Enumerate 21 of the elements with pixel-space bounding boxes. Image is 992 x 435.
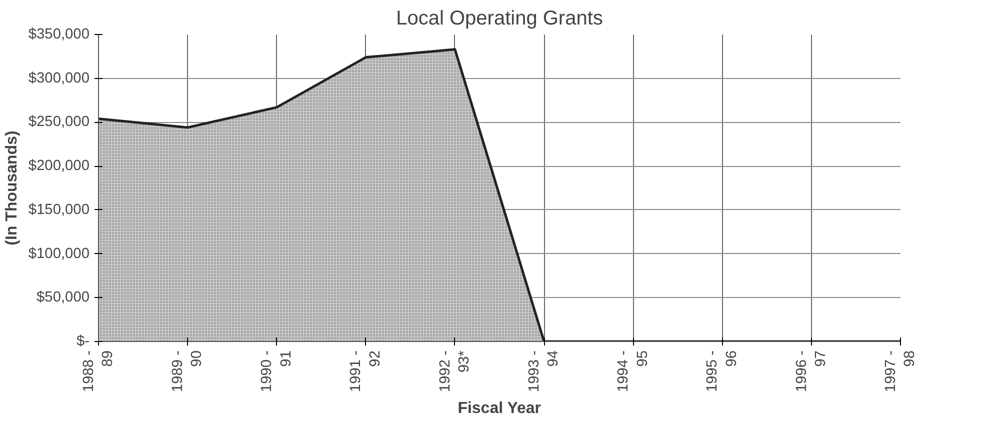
chart-title: Local Operating Grants <box>396 8 603 30</box>
x-tick-label: 1994 - 95 <box>616 350 651 392</box>
y-tick-label: $250,000 <box>28 114 90 130</box>
y-axis-title: (In Thousands) <box>3 130 20 246</box>
x-tick-label: 1996 - 97 <box>794 350 829 392</box>
x-tick-label: 1988 - 89 <box>80 350 116 392</box>
y-tick-label: $200,000 <box>28 158 90 174</box>
x-tick-label: 1990 - 91 <box>259 350 294 392</box>
y-tick-label: $150,000 <box>28 202 90 218</box>
x-tick-label: 1991 - 92 <box>348 350 384 392</box>
y-tick-label: $50,000 <box>36 290 90 306</box>
x-tick-label: 1995 - 96 <box>704 350 740 392</box>
y-tick-label: $350,000 <box>28 26 90 42</box>
x-tick-label: 1992 - 93* <box>437 350 473 392</box>
y-tick-label: $100,000 <box>28 246 90 262</box>
y-tick-label: $300,000 <box>28 70 90 86</box>
x-axis-title: Fiscal Year <box>458 400 542 418</box>
x-tick-label: 1989 - 90 <box>170 350 206 392</box>
y-tick-label: $- <box>76 334 90 350</box>
x-tick-label: 1993 - 94 <box>526 350 562 392</box>
x-tick-label: 1997 - 98 <box>882 350 918 392</box>
